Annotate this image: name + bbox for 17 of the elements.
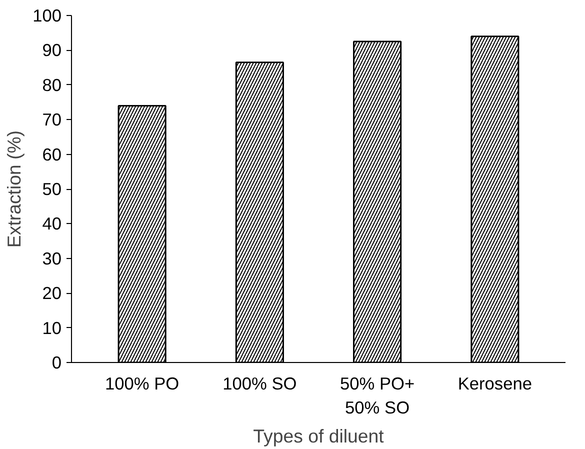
y-tick-label: 90 — [42, 40, 62, 60]
y-tick-label: 10 — [42, 318, 62, 338]
y-tick-label: 50 — [42, 179, 62, 199]
x-tick-label: 50% PO+ 50% SO — [340, 374, 415, 418]
y-tick-label: 80 — [42, 74, 62, 95]
y-tick-label: 30 — [42, 248, 62, 268]
y-tick-label: 40 — [42, 214, 62, 234]
y-tick-label: 100 — [32, 6, 62, 26]
x-tick-label: 100% SO — [222, 374, 297, 394]
x-tick-label: Kerosene — [458, 374, 532, 394]
x-axis-title: Types of diluent — [253, 426, 385, 446]
y-tick-label: 20 — [42, 283, 62, 304]
y-tick-label: 0 — [52, 352, 62, 372]
x-tick-label: 100% PO — [104, 374, 180, 394]
y-tick-label: 70 — [42, 110, 62, 130]
y-tick-label: 60 — [42, 144, 62, 164]
y-axis-title: Extraction (%) — [4, 130, 25, 248]
